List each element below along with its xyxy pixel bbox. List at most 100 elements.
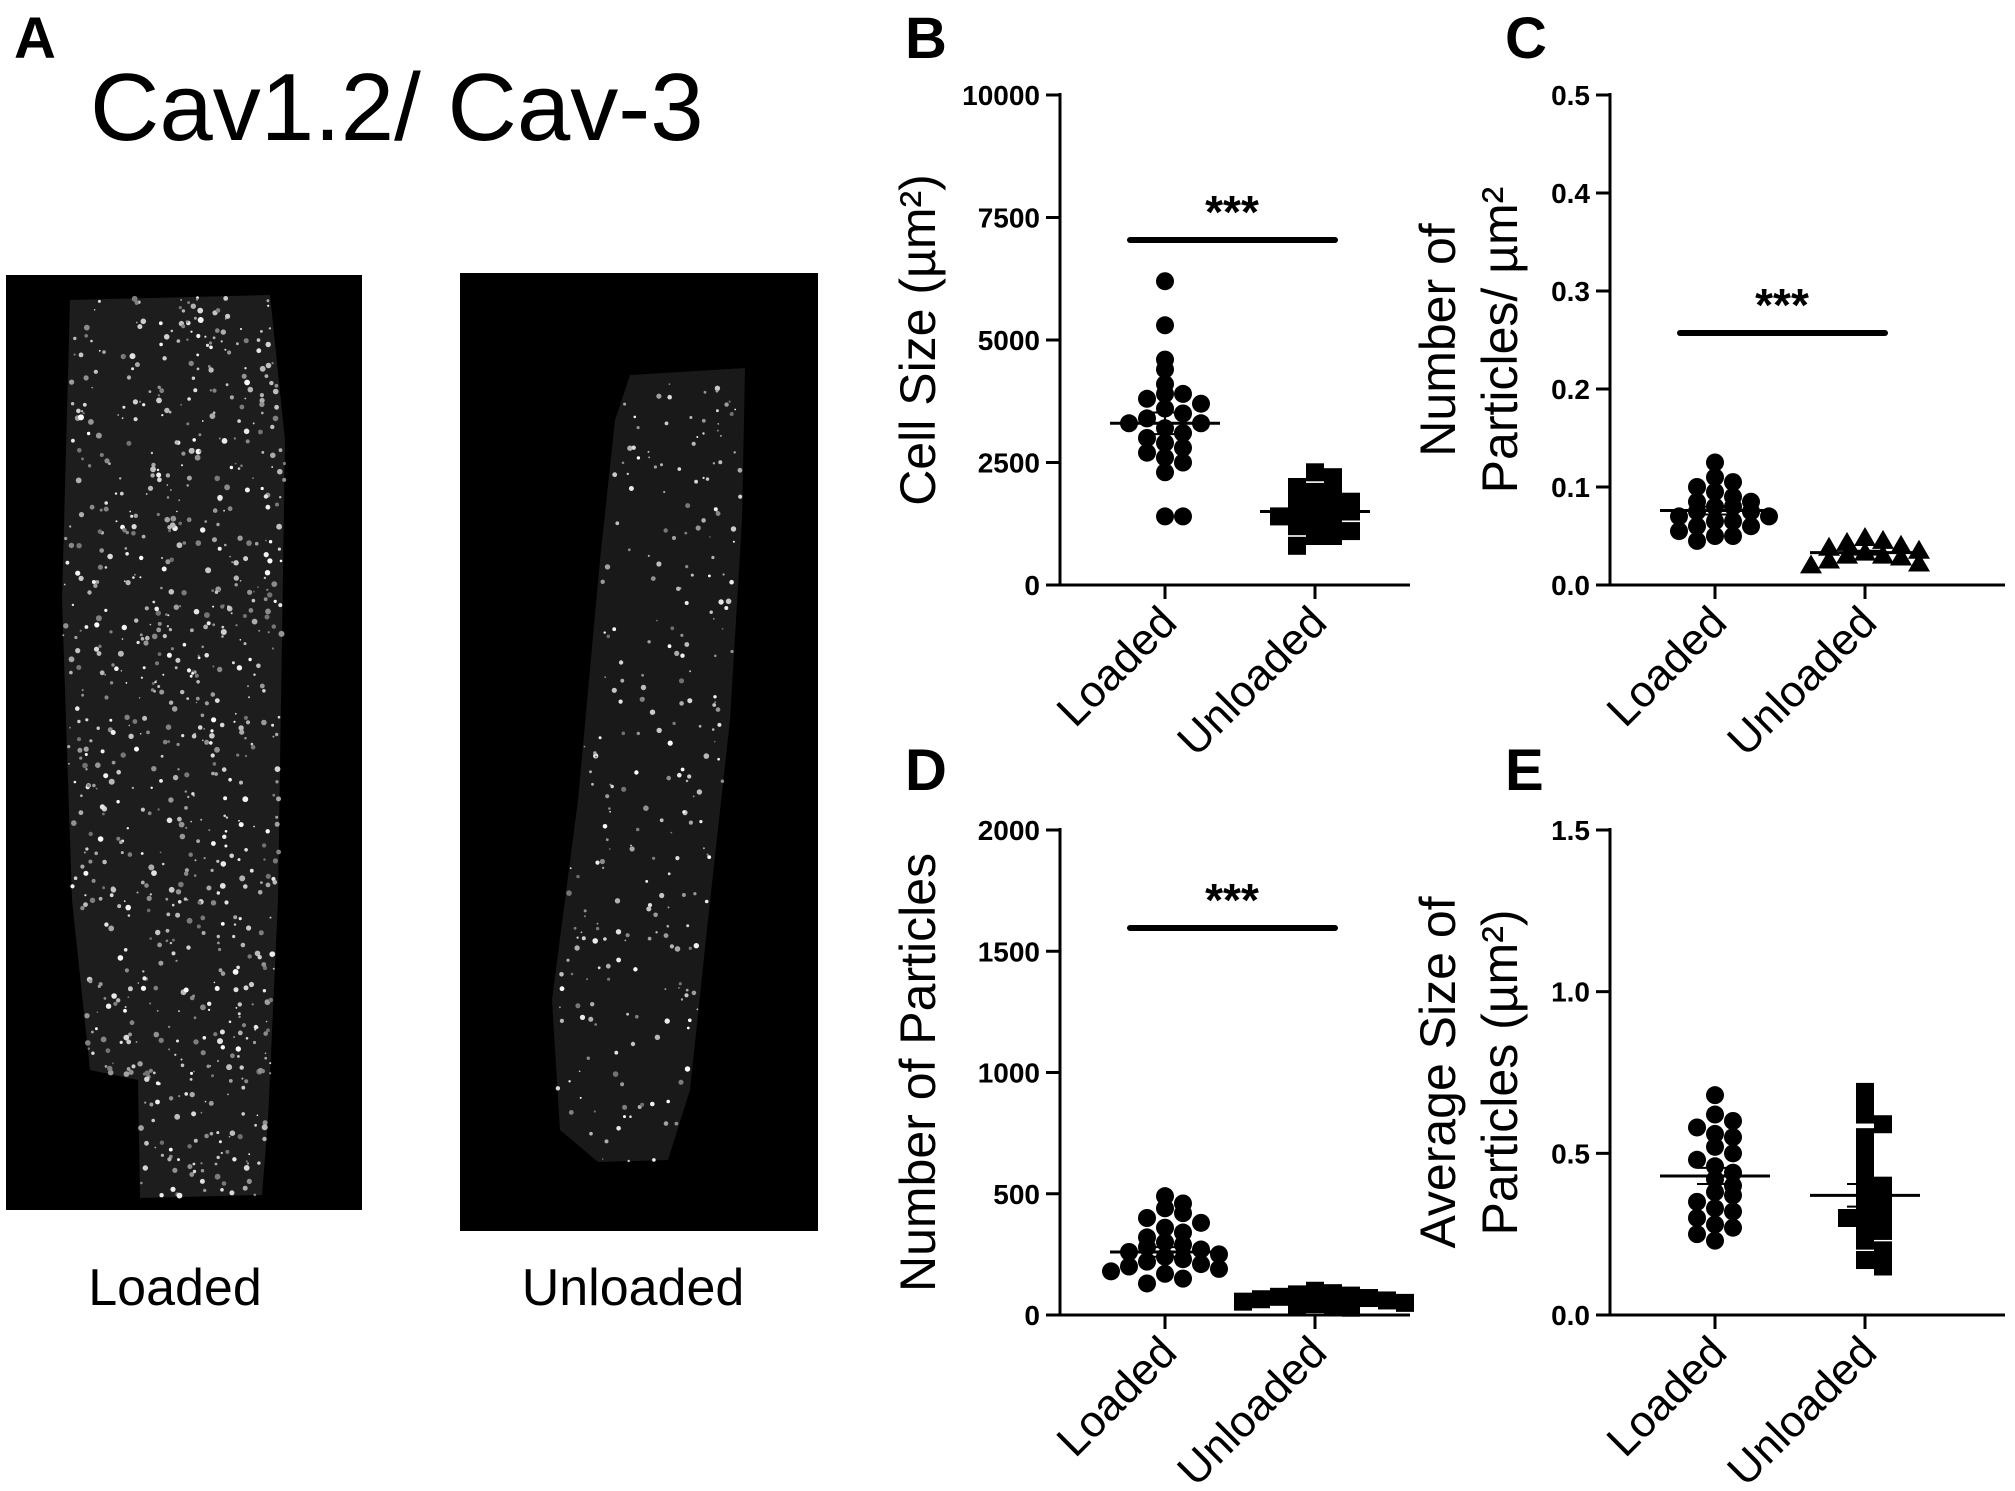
data-point	[1706, 1124, 1724, 1143]
data-point	[1874, 1257, 1892, 1276]
panel-letter-e: E	[1505, 738, 1544, 803]
data-point	[1192, 394, 1210, 413]
y-tick-label: 1000	[978, 1058, 1040, 1089]
y-tick-label: 5000	[978, 325, 1040, 356]
y-tick-label: 2000	[978, 815, 1040, 846]
caption-loaded: Loaded	[88, 1259, 262, 1317]
data-point	[1102, 1262, 1120, 1281]
data-point	[1688, 531, 1706, 550]
data-point	[1688, 517, 1706, 536]
data-point	[1688, 1150, 1706, 1169]
data-point	[1724, 1128, 1742, 1147]
data-point	[1856, 1251, 1874, 1270]
data-point	[1724, 527, 1742, 545]
y-tick-label: 0.4	[1551, 178, 1590, 209]
data-point	[1342, 522, 1360, 541]
data-point	[1706, 512, 1724, 531]
data-point	[1706, 1105, 1724, 1124]
data-point	[1324, 468, 1342, 487]
data-point	[1156, 384, 1174, 403]
y-tick-label: 0.5	[1551, 1138, 1590, 1169]
data-point	[1156, 433, 1174, 452]
data-point	[1378, 1291, 1396, 1310]
y-axis-title: Average Size of	[1410, 896, 1466, 1248]
y-tick-label: 500	[993, 1179, 1040, 1210]
y-tick-label: 0.3	[1551, 276, 1590, 307]
cell-unloaded	[552, 368, 745, 1163]
data-point	[1874, 1205, 1892, 1224]
data-point	[1688, 1118, 1706, 1137]
data-point	[1156, 316, 1174, 335]
y-axis-title: Particles/ µm²	[1472, 187, 1528, 494]
y-tick-label: 0	[1024, 1300, 1040, 1331]
panel-letter-d: D	[905, 738, 947, 803]
category-label: Unloaded	[1718, 1327, 1886, 1491]
data-point	[1306, 1295, 1324, 1314]
y-axis-title: Cell Size (µm²)	[890, 174, 946, 506]
data-point	[1724, 1112, 1742, 1130]
data-point	[1890, 546, 1912, 566]
y-axis-title: Number of	[1410, 223, 1466, 457]
y-tick-label: 1500	[978, 936, 1040, 967]
y-axis-title: Particles (µm²)	[1472, 909, 1528, 1235]
category-label: Loaded	[1048, 597, 1186, 735]
data-point	[1174, 384, 1192, 403]
data-point	[1856, 1199, 1874, 1218]
data-point	[1174, 1235, 1192, 1254]
panel-letter-c: C	[1505, 6, 1547, 71]
data-point	[1342, 1298, 1360, 1317]
data-point	[1856, 1215, 1874, 1234]
data-point	[1724, 1186, 1742, 1205]
data-point	[1288, 517, 1306, 536]
data-point	[1156, 360, 1174, 379]
category-label: Loaded	[1598, 1327, 1736, 1465]
data-point	[1210, 1245, 1228, 1264]
data-point	[1174, 438, 1192, 457]
data-point	[1890, 534, 1912, 554]
data-point	[1138, 1209, 1156, 1227]
panel-a-title: Cav1.2/ Cav-3	[90, 54, 704, 161]
data-point	[1724, 1218, 1742, 1237]
data-point	[1270, 1287, 1288, 1306]
data-point	[1836, 531, 1858, 551]
data-point	[1396, 1293, 1414, 1312]
y-axis-title: Number of Particles	[890, 853, 946, 1292]
data-point	[1724, 1144, 1742, 1163]
y-tick-label: 1.5	[1551, 815, 1590, 846]
significance-label: ***	[1205, 186, 1259, 238]
data-point	[1156, 448, 1174, 467]
data-point	[1818, 549, 1840, 569]
data-point	[1192, 1240, 1210, 1259]
data-point	[1742, 517, 1760, 536]
data-point	[1874, 1176, 1892, 1195]
data-point	[1120, 1257, 1138, 1276]
data-point	[1156, 1264, 1174, 1283]
data-point	[1174, 1269, 1192, 1288]
data-point	[1856, 1105, 1874, 1124]
data-point	[1234, 1292, 1252, 1311]
category-label: Unloaded	[1168, 597, 1336, 765]
caption-unloaded: Unloaded	[522, 1259, 745, 1317]
y-tick-label: 0	[1024, 570, 1040, 601]
data-point	[1138, 1274, 1156, 1293]
data-point	[1706, 1086, 1724, 1105]
data-point	[1706, 468, 1724, 487]
panel-letter-a: A	[14, 6, 56, 71]
data-point	[1360, 1289, 1378, 1308]
cell-loaded	[62, 295, 287, 1199]
category-label: Loaded	[1048, 1327, 1186, 1465]
y-tick-label: 0.5	[1551, 80, 1590, 111]
data-point	[1706, 527, 1724, 545]
data-point	[1306, 482, 1324, 501]
y-tick-label: 7500	[978, 203, 1040, 234]
data-point	[1706, 1183, 1724, 1202]
data-point	[1706, 1157, 1724, 1176]
category-label: Unloaded	[1718, 597, 1886, 765]
data-point	[1872, 529, 1894, 549]
category-label: Unloaded	[1168, 1327, 1336, 1491]
significance-label: ***	[1205, 874, 1259, 926]
